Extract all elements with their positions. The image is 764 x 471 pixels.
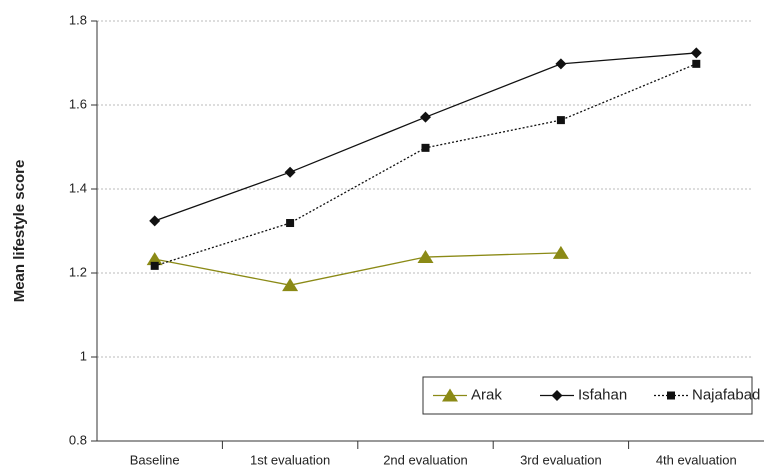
y-tick-label: 1.8 <box>69 12 87 27</box>
marker <box>442 388 458 402</box>
marker <box>690 47 702 59</box>
y-tick-label: 0.8 <box>69 432 87 447</box>
x-tick-label: Baseline <box>130 452 180 467</box>
marker <box>150 261 159 270</box>
legend-label: Najafabad <box>692 386 760 403</box>
series-line <box>154 52 697 222</box>
marker <box>284 166 296 178</box>
marker <box>421 143 430 152</box>
y-tick-label: 1.2 <box>69 264 87 279</box>
marker <box>555 58 567 70</box>
y-tick-label: 1.4 <box>69 180 87 195</box>
legend-box <box>422 376 753 415</box>
marker <box>551 390 563 401</box>
marker <box>286 219 295 228</box>
legend-label: Arak <box>471 386 502 403</box>
series-line <box>154 252 561 286</box>
marker <box>667 391 675 400</box>
y-axis-label: Mean lifestyle score <box>11 160 28 303</box>
legend-label: Isfahan <box>578 386 627 403</box>
marker <box>556 116 565 125</box>
marker <box>149 215 161 227</box>
x-tick-label: 3rd evaluation <box>520 452 602 467</box>
marker <box>420 111 431 123</box>
marker <box>282 278 299 292</box>
marker <box>552 245 569 259</box>
marker <box>417 250 434 264</box>
y-tick-label: 1.6 <box>69 96 87 111</box>
x-tick-label: 4th evaluation <box>656 452 737 467</box>
series-line <box>154 63 697 267</box>
x-tick-label: 1st evaluation <box>250 452 330 467</box>
marker <box>692 59 701 68</box>
y-tick-label: 1 <box>80 348 87 363</box>
x-tick-label: 2nd evaluation <box>383 452 468 467</box>
legend: Arak Isfahan Najafabad <box>422 376 760 415</box>
